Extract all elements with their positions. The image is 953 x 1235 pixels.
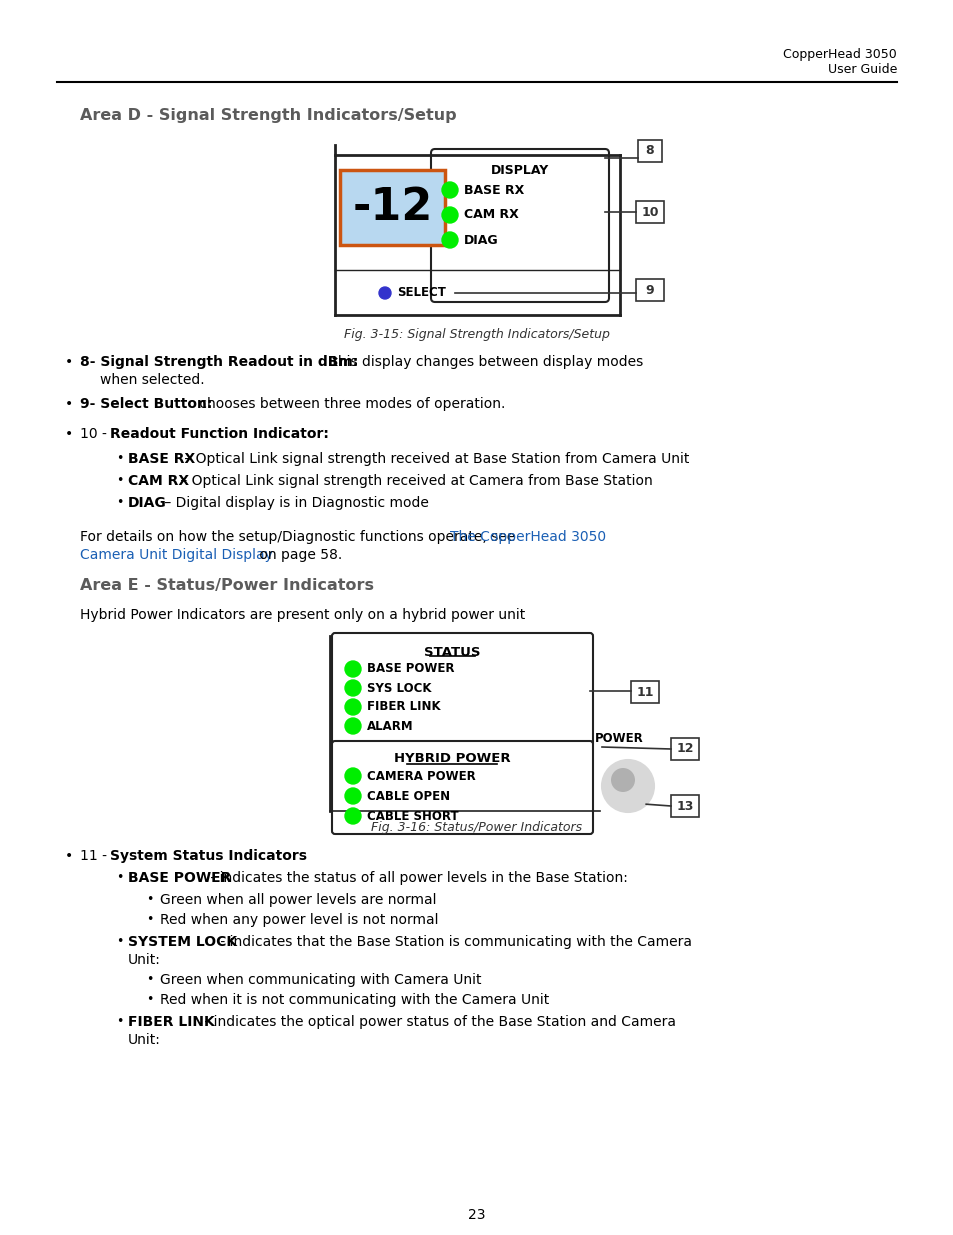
Circle shape xyxy=(345,788,360,804)
FancyBboxPatch shape xyxy=(670,739,699,760)
Text: this display changes between display modes: this display changes between display mod… xyxy=(328,354,642,369)
Text: -12: -12 xyxy=(352,186,433,228)
FancyBboxPatch shape xyxy=(339,170,444,245)
Text: •: • xyxy=(116,452,123,466)
Text: Red when it is not communicating with the Camera Unit: Red when it is not communicating with th… xyxy=(160,993,549,1007)
Text: SYS LOCK: SYS LOCK xyxy=(367,682,431,694)
Text: Fig. 3-15: Signal Strength Indicators/Setup: Fig. 3-15: Signal Strength Indicators/Se… xyxy=(344,329,609,341)
Text: DIAG: DIAG xyxy=(128,496,167,510)
FancyBboxPatch shape xyxy=(670,795,699,818)
Text: •: • xyxy=(116,1015,123,1028)
Text: 11 -: 11 - xyxy=(80,848,112,863)
Text: •: • xyxy=(146,893,153,906)
Text: Unit:: Unit: xyxy=(128,1032,161,1047)
Text: BASE RX: BASE RX xyxy=(463,184,524,196)
Text: SELECT: SELECT xyxy=(396,287,445,300)
Text: Hybrid Power Indicators are present only on a hybrid power unit: Hybrid Power Indicators are present only… xyxy=(80,608,525,622)
Circle shape xyxy=(601,760,654,811)
Text: on page 58.: on page 58. xyxy=(254,548,342,562)
Circle shape xyxy=(345,680,360,697)
Text: FIBER LINK: FIBER LINK xyxy=(128,1015,214,1029)
Text: CABLE OPEN: CABLE OPEN xyxy=(367,789,450,803)
Text: BASE POWER: BASE POWER xyxy=(128,871,232,885)
Text: FIBER LINK: FIBER LINK xyxy=(367,700,440,714)
Text: •: • xyxy=(146,913,153,926)
Text: Green when communicating with Camera Unit: Green when communicating with Camera Uni… xyxy=(160,973,481,987)
Text: System Status Indicators: System Status Indicators xyxy=(110,848,307,863)
FancyBboxPatch shape xyxy=(636,201,663,224)
Text: CAM RX: CAM RX xyxy=(128,474,189,488)
Circle shape xyxy=(441,207,457,224)
Text: •: • xyxy=(116,474,123,487)
Circle shape xyxy=(441,182,457,198)
Text: •: • xyxy=(116,496,123,509)
Text: Area E - Status/Power Indicators: Area E - Status/Power Indicators xyxy=(80,578,374,593)
Text: when selected.: when selected. xyxy=(100,373,204,387)
Text: – Optical Link signal strength received at Camera from Base Station: – Optical Link signal strength received … xyxy=(175,474,652,488)
Text: Area D - Signal Strength Indicators/Setup: Area D - Signal Strength Indicators/Setu… xyxy=(80,107,456,124)
Text: :: : xyxy=(275,848,280,863)
Text: •: • xyxy=(65,396,73,411)
Text: HYBRID POWER: HYBRID POWER xyxy=(394,752,510,766)
Text: •: • xyxy=(65,427,73,441)
Text: 10: 10 xyxy=(640,205,659,219)
Text: 8: 8 xyxy=(645,144,654,158)
Text: – Optical Link signal strength received at Base Station from Camera Unit: – Optical Link signal strength received … xyxy=(180,452,689,466)
Text: - indicates the optical power status of the Base Station and Camera: - indicates the optical power status of … xyxy=(200,1015,676,1029)
Text: •: • xyxy=(116,871,123,884)
Circle shape xyxy=(441,232,457,248)
Circle shape xyxy=(345,661,360,677)
Text: CopperHead 3050: CopperHead 3050 xyxy=(782,48,896,61)
Circle shape xyxy=(378,287,391,299)
Text: 8- Signal Strength Readout in dBm:: 8- Signal Strength Readout in dBm: xyxy=(80,354,358,369)
Text: 23: 23 xyxy=(468,1208,485,1221)
Text: 12: 12 xyxy=(676,742,693,756)
Text: Camera Unit Digital Display: Camera Unit Digital Display xyxy=(80,548,273,562)
Text: - indicates the status of all power levels in the Base Station:: - indicates the status of all power leve… xyxy=(206,871,627,885)
FancyBboxPatch shape xyxy=(332,741,593,834)
Circle shape xyxy=(345,718,360,734)
Text: ALARM: ALARM xyxy=(367,720,414,732)
Circle shape xyxy=(345,808,360,824)
Text: •: • xyxy=(146,973,153,986)
Text: DISPLAY: DISPLAY xyxy=(491,164,549,178)
Text: •: • xyxy=(146,993,153,1007)
Text: Red when any power level is not normal: Red when any power level is not normal xyxy=(160,913,438,927)
Text: Unit:: Unit: xyxy=(128,953,161,967)
Text: Green when all power levels are normal: Green when all power levels are normal xyxy=(160,893,436,906)
Text: BASE POWER: BASE POWER xyxy=(367,662,454,676)
Text: Fig. 3-16: Status/Power Indicators: Fig. 3-16: Status/Power Indicators xyxy=(371,821,582,834)
Text: The CopperHead 3050: The CopperHead 3050 xyxy=(450,530,605,543)
FancyBboxPatch shape xyxy=(638,140,661,162)
FancyBboxPatch shape xyxy=(630,680,659,703)
Text: User Guide: User Guide xyxy=(827,63,896,77)
Text: BASE RX: BASE RX xyxy=(128,452,195,466)
Text: 13: 13 xyxy=(676,799,693,813)
FancyBboxPatch shape xyxy=(636,279,663,301)
Text: DIAG: DIAG xyxy=(463,233,498,247)
Text: CAM RX: CAM RX xyxy=(463,209,518,221)
Text: - indicates that the Base Station is communicating with the Camera: - indicates that the Base Station is com… xyxy=(215,935,691,948)
Text: •: • xyxy=(65,848,73,863)
FancyBboxPatch shape xyxy=(332,634,593,747)
Text: •: • xyxy=(65,354,73,369)
Text: 11: 11 xyxy=(636,685,653,699)
Text: chooses between three modes of operation.: chooses between three modes of operation… xyxy=(194,396,505,411)
Text: – Digital display is in Diagnostic mode: – Digital display is in Diagnostic mode xyxy=(160,496,429,510)
Text: CABLE SHORT: CABLE SHORT xyxy=(367,809,458,823)
Text: Readout Function Indicator:: Readout Function Indicator: xyxy=(110,427,329,441)
Circle shape xyxy=(345,699,360,715)
Text: 9: 9 xyxy=(645,284,654,296)
Text: STATUS: STATUS xyxy=(424,646,480,658)
Text: 10 -: 10 - xyxy=(80,427,112,441)
Text: •: • xyxy=(116,935,123,948)
Circle shape xyxy=(345,768,360,784)
FancyBboxPatch shape xyxy=(431,149,608,303)
Text: SYSTEM LOCK: SYSTEM LOCK xyxy=(128,935,237,948)
Text: 9- Select Button:: 9- Select Button: xyxy=(80,396,213,411)
Text: CAMERA POWER: CAMERA POWER xyxy=(367,769,476,783)
Circle shape xyxy=(610,768,635,792)
Text: For details on how the setup/Diagnostic functions operate, see: For details on how the setup/Diagnostic … xyxy=(80,530,519,543)
Text: POWER: POWER xyxy=(595,732,643,746)
